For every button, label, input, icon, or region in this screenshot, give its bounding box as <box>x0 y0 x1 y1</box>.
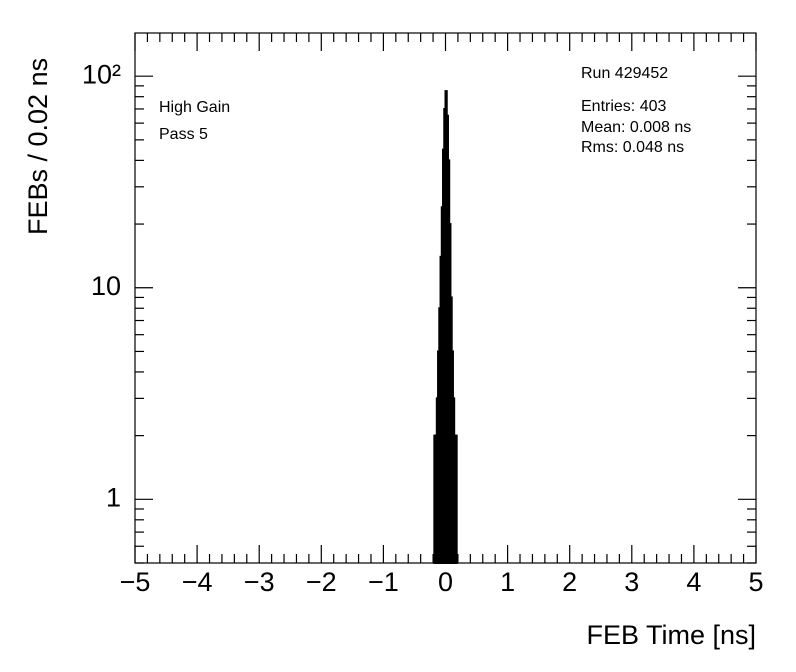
x-tick-label: −3 <box>244 567 275 597</box>
x-tick-label: 5 <box>748 567 763 597</box>
x-tick-label: 4 <box>686 567 701 597</box>
annotation: High Gain <box>159 99 230 116</box>
x-tick-label: −2 <box>306 567 337 597</box>
y-axis-title: FEBs / 0.02 ns <box>23 58 53 235</box>
x-tick-label: −1 <box>368 567 399 597</box>
histogram-bar <box>454 434 458 564</box>
x-tick-label: −5 <box>120 567 151 597</box>
x-tick-label: −4 <box>182 567 213 597</box>
x-tick-label: 2 <box>562 567 577 597</box>
x-tick-label: 3 <box>624 567 639 597</box>
annotation: Rms: 0.048 ns <box>581 139 684 156</box>
x-axis-title: FEB Time [ns] <box>586 620 756 650</box>
x-tick-label: 0 <box>438 567 453 597</box>
y-tick-label: 10 <box>91 271 121 301</box>
y-tick-label: 10² <box>82 59 121 89</box>
y-tick-label: 1 <box>106 482 121 512</box>
annotation: Entries: 403 <box>581 98 666 115</box>
annotation: Run 429452 <box>581 65 668 82</box>
annotation: Pass 5 <box>159 126 208 143</box>
x-tick-label: 1 <box>500 567 515 597</box>
annotation: Mean: 0.008 ns <box>581 119 691 136</box>
